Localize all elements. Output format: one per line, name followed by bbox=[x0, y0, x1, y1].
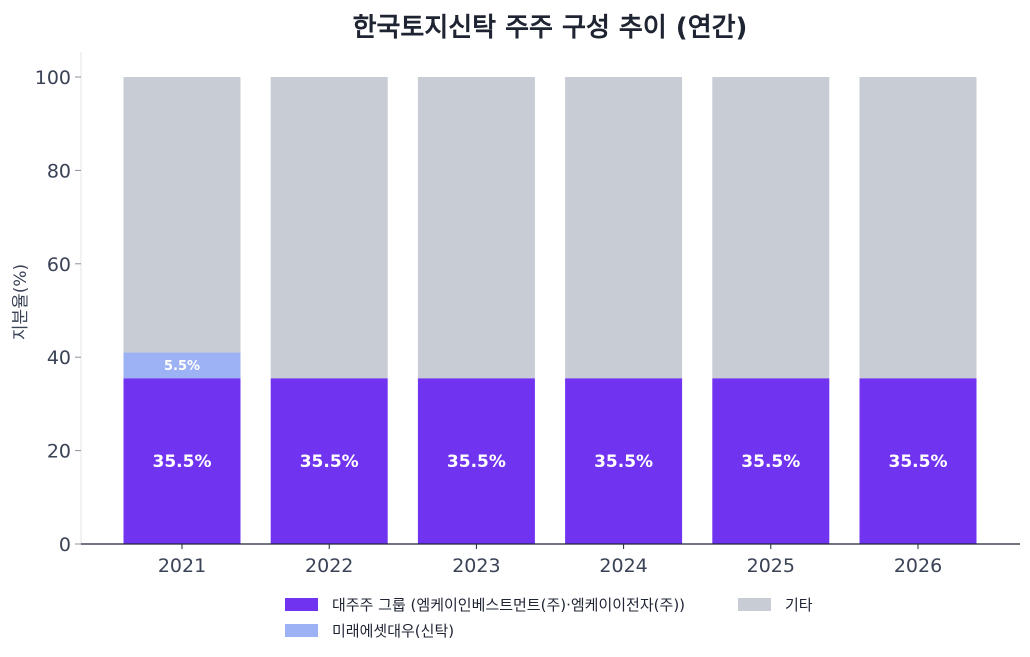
data-label-2026-series-0: 35.5% bbox=[889, 452, 948, 472]
x-tick-label: 2026 bbox=[894, 555, 942, 577]
x-tick-label: 2025 bbox=[747, 555, 795, 577]
x-tick-label: 2023 bbox=[452, 555, 500, 577]
bar-2023-series-0 bbox=[417, 378, 535, 544]
x-tick-label: 2024 bbox=[599, 555, 647, 577]
x-tick-label: 2021 bbox=[158, 555, 206, 577]
bar-2023-series-2 bbox=[417, 77, 535, 379]
bar-2026-series-0 bbox=[859, 378, 977, 544]
bar-2025-series-2 bbox=[712, 77, 830, 379]
y-tick-label: 20 bbox=[47, 441, 71, 463]
bar-2026-series-2 bbox=[859, 77, 977, 379]
chart-title: 한국토지신탁 주주 구성 추이 (연간) bbox=[353, 13, 748, 43]
data-label-2024-series-0: 35.5% bbox=[594, 452, 653, 472]
bar-group: 35.5% 5.5% 35.5% 35.5% 35.5% 35.5% 35.5% bbox=[123, 77, 977, 544]
y-tick-label: 60 bbox=[47, 254, 71, 276]
legend: 대주주 그룹 (엠케이인베스트먼트(주)·엠케이이전자(주)) 미래에셋대우(신탁… bbox=[285, 596, 813, 640]
bar-2022-series-0 bbox=[270, 378, 388, 544]
legend-label-2: 기타 bbox=[785, 596, 813, 614]
x-tick-label: 2022 bbox=[305, 555, 353, 577]
bar-2024-series-2 bbox=[565, 77, 683, 379]
legend-swatch-0 bbox=[285, 598, 318, 611]
y-tick-label: 40 bbox=[47, 347, 71, 369]
legend-swatch-1 bbox=[285, 624, 318, 637]
y-axis-label: 지분율(%) bbox=[11, 264, 31, 340]
data-label-2022-series-0: 35.5% bbox=[300, 452, 359, 472]
axes: 0 20 40 60 80 100 2021 2022 2023 2024 2025 2026 bbox=[35, 52, 1020, 577]
data-label-2021-series-0: 35.5% bbox=[153, 452, 212, 472]
bar-2024-series-0 bbox=[565, 378, 683, 544]
data-label-2021-series-1: 5.5% bbox=[164, 359, 200, 374]
bar-2022-series-2 bbox=[270, 77, 388, 379]
bar-2021-series-0 bbox=[123, 378, 241, 544]
y-tick-label: 0 bbox=[59, 534, 71, 556]
legend-swatch-2 bbox=[738, 598, 771, 611]
y-tick-label: 100 bbox=[35, 67, 71, 89]
legend-label-0: 대주주 그룹 (엠케이인베스트먼트(주)·엠케이이전자(주)) bbox=[332, 596, 685, 614]
data-label-2023-series-0: 35.5% bbox=[447, 452, 506, 472]
bar-2025-series-0 bbox=[712, 378, 830, 544]
bar-2021-series-2 bbox=[123, 77, 241, 353]
bar-2021-series-1 bbox=[123, 352, 241, 379]
legend-label-1: 미래에셋대우(신탁) bbox=[332, 622, 454, 640]
data-label-2025-series-0: 35.5% bbox=[741, 452, 800, 472]
y-tick-label: 80 bbox=[47, 160, 71, 182]
